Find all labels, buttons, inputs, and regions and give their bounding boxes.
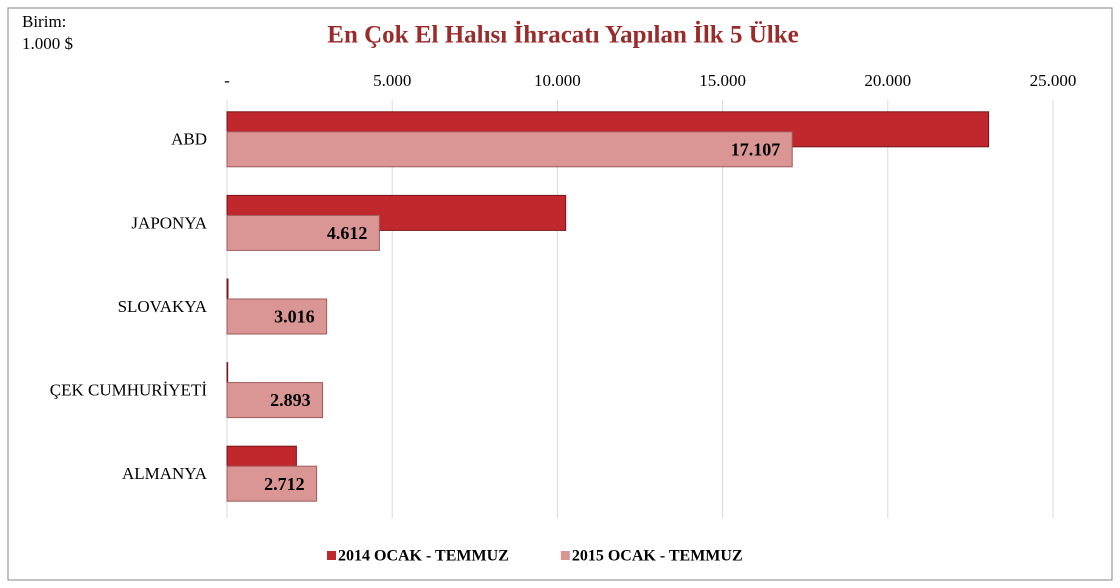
x-tick-label: - xyxy=(224,71,230,90)
data-label: 2.712 xyxy=(264,474,305,494)
data-label: 2.893 xyxy=(270,390,311,410)
legend-swatch xyxy=(560,551,570,560)
legend-label: 2014 OCAK - TEMMUZ xyxy=(338,548,509,565)
y-tick-label: SLOVAKYA xyxy=(118,297,208,316)
bar xyxy=(226,382,324,419)
y-tick-label: ABD xyxy=(171,130,207,149)
x-tick-label: 15.000 xyxy=(699,71,746,90)
legend-swatch xyxy=(327,551,336,560)
chart-title: En Çok El Halısı İhracatı Yapılan İlk 5 … xyxy=(327,21,798,49)
x-tick-label: 10.000 xyxy=(534,71,581,90)
bar xyxy=(226,214,380,251)
x-tick-label: 20.000 xyxy=(864,71,911,90)
unit-label: Birim: xyxy=(22,12,66,31)
bar xyxy=(226,131,793,168)
y-tick-label: ÇEK CUMHURİYETİ xyxy=(50,381,208,400)
x-tick-label: 25.000 xyxy=(1030,71,1077,90)
y-tick-label: JAPONYA xyxy=(131,213,207,232)
bar xyxy=(226,298,328,335)
data-label: 3.016 xyxy=(274,307,315,327)
chart-frame xyxy=(7,7,1113,581)
data-label: 17.107 xyxy=(731,139,781,159)
legend-label: 2015 OCAK - TEMMUZ xyxy=(572,548,743,565)
data-label: 4.612 xyxy=(327,223,368,243)
y-tick-label: ALMANYA xyxy=(122,464,208,483)
x-tick-label: 5.000 xyxy=(373,71,411,90)
bar xyxy=(226,465,318,502)
unit-label: 1.000 $ xyxy=(22,34,73,53)
